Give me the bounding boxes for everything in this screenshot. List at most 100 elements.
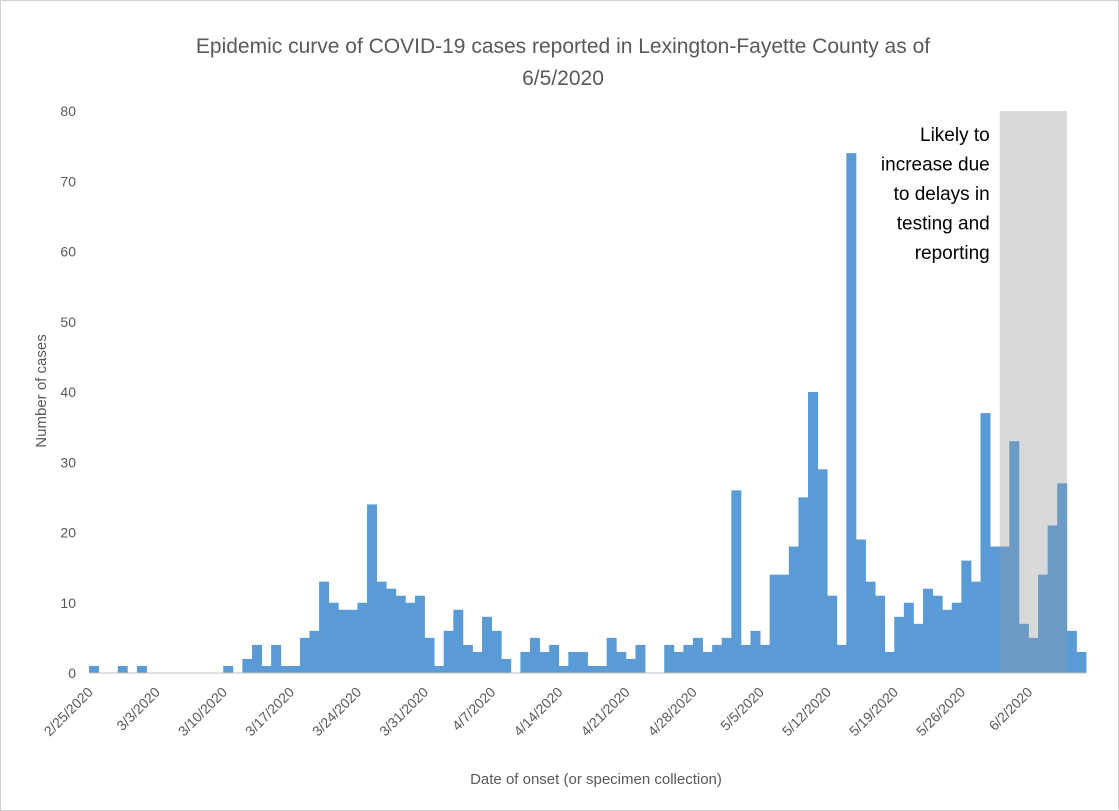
bar	[1057, 483, 1068, 673]
annotation-line: reporting	[915, 243, 990, 264]
annotation-line: Likely to	[920, 125, 990, 146]
bar	[673, 651, 684, 673]
chart-title-line-1: Epidemic curve of COVID-19 cases reporte…	[196, 35, 930, 58]
bar	[1076, 651, 1087, 673]
x-tick-label: 6/2/2020	[986, 684, 1036, 734]
bar	[788, 546, 799, 673]
bar	[625, 658, 636, 673]
y-tick-label: 60	[60, 244, 76, 260]
bar	[932, 595, 943, 673]
bar	[769, 574, 780, 673]
bar	[942, 609, 953, 673]
y-tick-label: 0	[68, 665, 76, 681]
chart-title-line-2: 6/5/2020	[522, 67, 604, 90]
bar	[520, 651, 531, 673]
bar	[261, 665, 272, 673]
bar	[865, 581, 876, 673]
bar	[549, 644, 560, 673]
bar	[414, 595, 425, 673]
bar	[597, 665, 608, 673]
bar	[731, 490, 742, 673]
bar	[386, 588, 397, 673]
bar	[501, 658, 512, 673]
x-tick-label: 4/7/2020	[449, 684, 499, 734]
x-tick-label: 2/25/2020	[41, 684, 97, 740]
bar	[136, 665, 147, 673]
bar	[683, 644, 694, 673]
bar	[606, 637, 617, 673]
bar	[491, 630, 502, 673]
bar	[1018, 623, 1029, 673]
bar	[884, 651, 895, 673]
bar	[875, 595, 886, 673]
bar	[913, 623, 924, 673]
bar	[89, 665, 99, 673]
bar	[309, 630, 320, 673]
bars-layer	[89, 153, 1087, 673]
bar	[1038, 574, 1049, 673]
x-tick-label: 5/12/2020	[779, 684, 835, 740]
bar	[472, 651, 483, 673]
bar	[980, 413, 991, 673]
y-axis-label: Number of cases	[33, 334, 50, 447]
bar	[290, 665, 301, 673]
y-tick-label: 10	[60, 595, 76, 611]
bar	[817, 469, 828, 673]
bar	[405, 602, 416, 673]
bar	[702, 651, 713, 673]
bar	[299, 637, 310, 673]
bar	[760, 644, 771, 673]
annotation-layer: Likely to increase due to delays in testing…	[881, 125, 990, 264]
bar	[529, 637, 540, 673]
bar	[568, 651, 579, 673]
x-tick-label: 5/5/2020	[717, 684, 767, 734]
bar	[338, 609, 349, 673]
x-tick-label: 3/10/2020	[175, 684, 231, 740]
bar	[635, 644, 646, 673]
bar	[376, 581, 387, 673]
bar	[319, 581, 330, 673]
bar	[990, 546, 1001, 673]
bar	[242, 658, 253, 673]
bar	[395, 595, 406, 673]
bar	[462, 644, 473, 673]
bar	[779, 574, 790, 673]
bar	[280, 665, 291, 673]
bar	[347, 609, 358, 673]
bar	[827, 595, 838, 673]
bar	[712, 644, 723, 673]
bar	[539, 651, 550, 673]
bar	[807, 392, 818, 673]
bar	[223, 665, 234, 673]
bar	[251, 644, 262, 673]
bar	[1047, 525, 1058, 673]
bar	[961, 560, 972, 673]
bar	[970, 581, 981, 673]
bar	[750, 630, 761, 673]
bar	[836, 644, 847, 673]
x-ticks-layer: 2/25/2020 3/3/2020 3/10/2020 3/17/2020 3/24/…	[41, 684, 1036, 740]
bar	[951, 602, 962, 673]
bar	[367, 504, 377, 673]
bar	[453, 609, 464, 673]
y-tick-label: 20	[60, 525, 76, 541]
y-tick-label: 40	[60, 384, 76, 400]
x-tick-label: 5/26/2020	[913, 684, 969, 740]
bar	[999, 546, 1010, 673]
x-tick-label: 5/19/2020	[846, 684, 902, 740]
y-ticks-layer: 0 10 20 30 40 50 60 70 80	[60, 103, 76, 681]
bar	[692, 637, 703, 673]
bar	[923, 588, 934, 673]
bar	[1066, 630, 1077, 673]
y-tick-label: 50	[60, 314, 76, 330]
annotation-line: testing and	[897, 214, 990, 235]
annotation-line: increase due	[881, 155, 990, 176]
bar	[616, 651, 627, 673]
bar	[271, 644, 282, 673]
x-tick-label: 4/28/2020	[645, 684, 701, 740]
bar	[482, 616, 493, 673]
bar	[117, 665, 128, 673]
x-tick-label: 3/17/2020	[242, 684, 298, 740]
